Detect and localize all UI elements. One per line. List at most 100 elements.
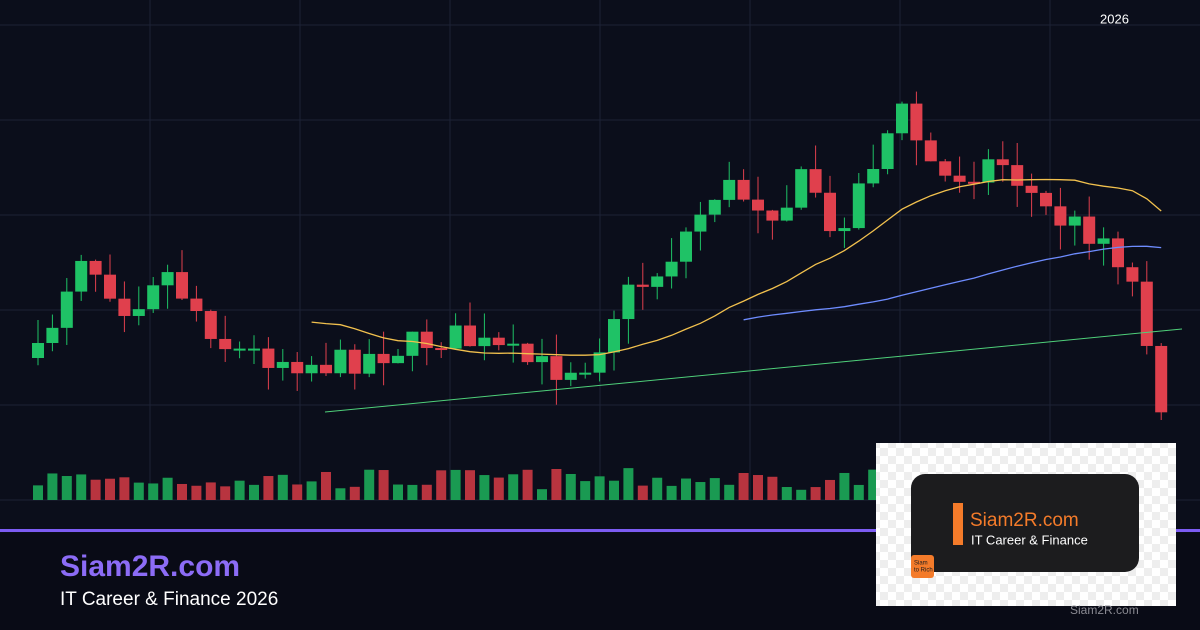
volume-bar — [652, 477, 663, 500]
brand-card: Siam2R.com IT Career & Finance Siam to R… — [876, 443, 1176, 606]
candle-body — [507, 343, 520, 346]
candle-body — [838, 228, 851, 232]
candle-body — [377, 353, 390, 364]
volume-bar — [810, 487, 821, 500]
divider — [0, 529, 1200, 532]
candle-body — [348, 349, 361, 374]
volume-bar — [781, 487, 792, 500]
volume-bar — [47, 473, 58, 500]
candle-body — [1025, 185, 1038, 193]
candle-body — [320, 364, 332, 374]
volume-bar — [133, 482, 144, 500]
volume-bar — [537, 489, 547, 500]
candle-body — [132, 309, 145, 316]
candle-body — [723, 179, 736, 200]
volume-bar — [364, 469, 375, 500]
candle-body — [406, 331, 419, 356]
candle-body — [204, 311, 217, 339]
volume-bar — [321, 471, 331, 500]
candle-body — [795, 169, 808, 208]
volume-bar — [450, 469, 461, 500]
candle-body — [464, 325, 476, 347]
volume-bar — [508, 474, 519, 500]
candle-body — [435, 348, 448, 351]
candle-body — [1155, 345, 1168, 413]
volume-bar — [580, 481, 591, 500]
candle-body — [896, 103, 908, 134]
candle-body — [262, 348, 275, 368]
volume-bar — [349, 486, 360, 500]
volume-bar — [61, 476, 72, 500]
moving-average — [743, 245, 1162, 321]
volume-bar — [709, 478, 720, 500]
candle-body — [75, 260, 88, 292]
volume-bar — [853, 484, 864, 500]
volume-bar — [565, 473, 576, 500]
candle-body — [392, 355, 404, 364]
footer-label: Siam2R.com — [1070, 603, 1139, 617]
candle-body — [1068, 216, 1081, 226]
candle-body — [809, 169, 822, 193]
volume-bar — [479, 475, 490, 500]
candle-body — [579, 372, 592, 375]
candle-body — [824, 192, 836, 232]
candle-body — [478, 337, 491, 347]
candle-body — [521, 343, 534, 363]
candle-body — [737, 179, 750, 200]
candle-body — [1140, 281, 1153, 346]
volume-bar — [234, 480, 245, 500]
volume-bar — [33, 485, 43, 500]
volume-bar — [738, 472, 749, 500]
volume-bar — [825, 479, 835, 500]
volume-bar — [753, 475, 763, 500]
volume-bar — [90, 479, 101, 500]
candle-body — [996, 159, 1009, 166]
logo-text: to Rich — [914, 568, 933, 574]
candle-body — [449, 325, 462, 349]
volume-bar — [551, 469, 562, 500]
volume-bar — [493, 477, 504, 500]
candle-body — [248, 348, 260, 351]
volume-bar — [767, 476, 778, 500]
candle-body — [1054, 206, 1067, 226]
candle-body — [852, 183, 865, 229]
candle-body — [233, 348, 246, 351]
logo-text: Siam — [914, 561, 928, 567]
volume-bar — [292, 484, 303, 500]
candle-body — [694, 214, 707, 232]
candle-body — [420, 331, 433, 349]
candle-body — [766, 210, 779, 221]
candle-body — [708, 199, 721, 215]
year-label: 2026 — [1100, 11, 1129, 26]
candle-body — [953, 175, 966, 182]
candle-body — [636, 284, 649, 287]
volume-bar — [868, 469, 879, 500]
candle-body — [60, 291, 73, 328]
candle-body — [305, 364, 318, 374]
volume-bar — [407, 484, 418, 500]
logo — [911, 555, 934, 578]
candle-body — [190, 298, 203, 312]
volume-bar — [249, 484, 259, 500]
candle-body — [550, 356, 563, 380]
candle-body — [680, 231, 692, 262]
candle-body — [492, 337, 505, 346]
candle-body — [924, 140, 937, 162]
volume-bar — [76, 474, 87, 500]
volume-bar — [465, 470, 475, 500]
volume-bar — [119, 477, 130, 500]
volume-bar — [191, 485, 202, 500]
candle-body — [593, 352, 606, 373]
candle-body — [651, 276, 664, 287]
volume-bar — [436, 470, 447, 500]
volume-bar — [421, 484, 432, 500]
decorative-chart — [32, 91, 1183, 500]
volume-bar — [839, 472, 850, 500]
candle-body — [1040, 192, 1052, 207]
candle-body — [665, 261, 678, 277]
candle-body — [147, 285, 160, 310]
brand-subtitle: IT Career & Finance 2026 — [60, 589, 278, 610]
candle-body — [608, 319, 620, 353]
